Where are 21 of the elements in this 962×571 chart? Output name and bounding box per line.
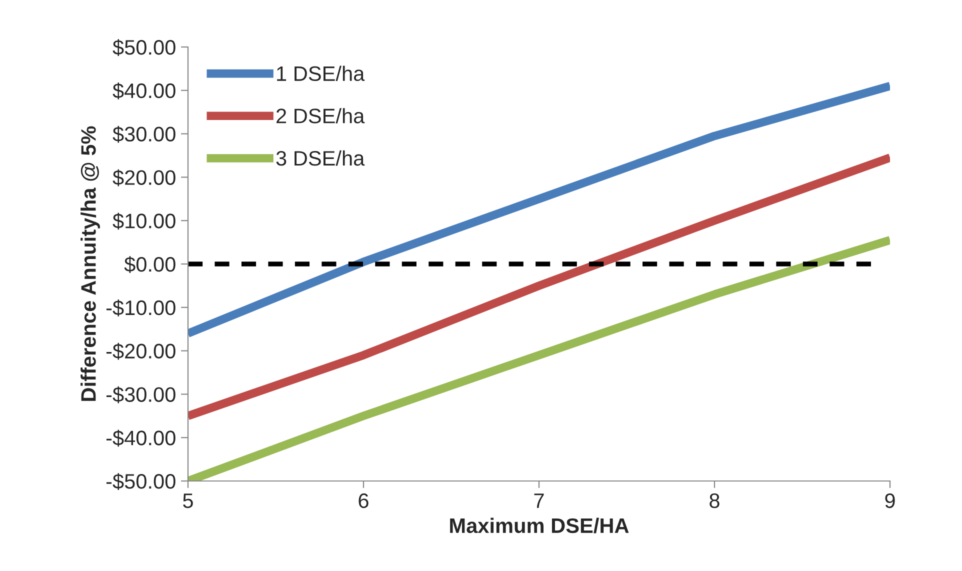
- x-tick-label: 6: [358, 493, 368, 508]
- y-tick-label: $30.00: [112, 126, 176, 143]
- y-axis-title: Difference Annuity/ha @ 5%: [80, 126, 100, 401]
- x-axis-title: Maximum DSE/HA: [450, 518, 629, 534]
- x-tick-label: 9: [885, 493, 895, 508]
- x-tick-label: 8: [710, 493, 720, 508]
- y-tick-label: -$30.00: [106, 386, 176, 404]
- legend-label: 2 DSE/ha: [276, 108, 365, 124]
- y-tick-label: $0.00: [124, 256, 176, 273]
- y-tick-label: -$40.00: [106, 430, 176, 447]
- y-tick-label: -$20.00: [106, 342, 176, 360]
- legend-label: 3 DSE/ha: [276, 150, 365, 166]
- y-tick-label: $50.00: [112, 39, 176, 56]
- y-tick-label: $20.00: [112, 169, 176, 186]
- y-tick-label: -$10.00: [106, 300, 176, 316]
- y-tick-label: $40.00: [112, 82, 176, 100]
- y-tick-label: $10.00: [112, 212, 176, 230]
- legend-label: 1 DSE/ha: [277, 66, 365, 82]
- y-tick-label: -$50.00: [106, 473, 176, 490]
- x-tick-label: 7: [534, 494, 544, 508]
- x-tick-label: 5: [183, 494, 193, 508]
